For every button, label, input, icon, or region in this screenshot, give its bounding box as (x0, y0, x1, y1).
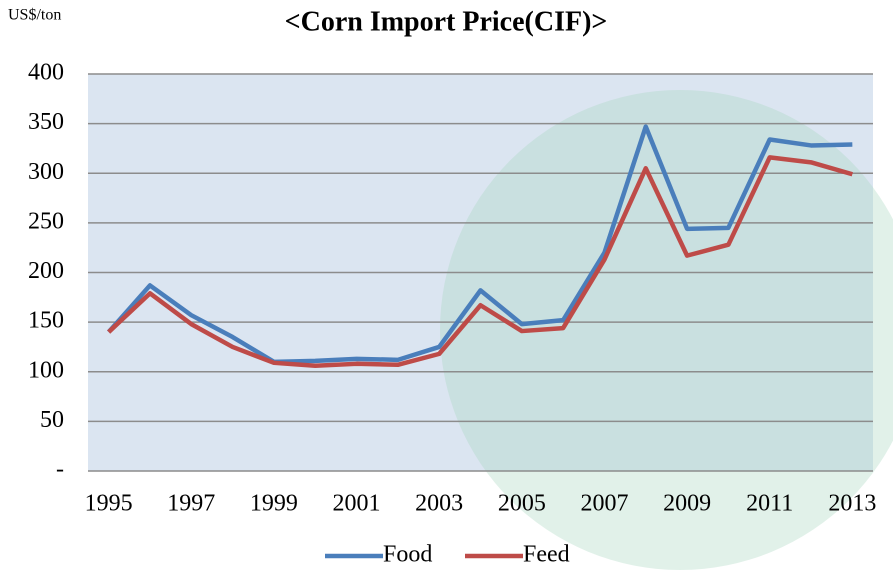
data-line (106, 124, 853, 365)
x-tick-label: 1999 (250, 491, 298, 517)
x-tick-label: 1997 (167, 491, 215, 517)
x-tick-label: 2011 (746, 491, 793, 517)
decoration (440, 90, 893, 570)
x-tick-label: 2001 (333, 491, 381, 517)
y-tick-label: 50 (40, 407, 64, 433)
x-tick-label: 1995 (85, 491, 133, 517)
y-tick-label: - (56, 457, 64, 483)
y-tick-label: 350 (28, 109, 64, 135)
x-tick-label: 2005 (498, 491, 546, 517)
chart-title: <Corn Import Price(CIF)> (285, 6, 608, 37)
x-tick-label: 2009 (663, 491, 711, 517)
y-tick-label: 200 (28, 258, 64, 284)
y-tick-label: 150 (28, 308, 64, 334)
legend-label: Food (383, 542, 432, 568)
x-tick-label: 2013 (828, 491, 876, 517)
decor-circle (440, 90, 893, 570)
y-tick-label: 300 (28, 159, 64, 185)
y-tick-label: 400 (28, 60, 64, 86)
y-axis-label: US$/ton (8, 7, 61, 24)
legend-label: Feed (523, 542, 570, 568)
x-tick-label: 2003 (415, 491, 463, 517)
y-tick-label: 250 (28, 208, 64, 234)
y-tick-label: 100 (28, 357, 64, 383)
data-line (107, 155, 853, 369)
x-tick-label: 2007 (580, 491, 628, 517)
